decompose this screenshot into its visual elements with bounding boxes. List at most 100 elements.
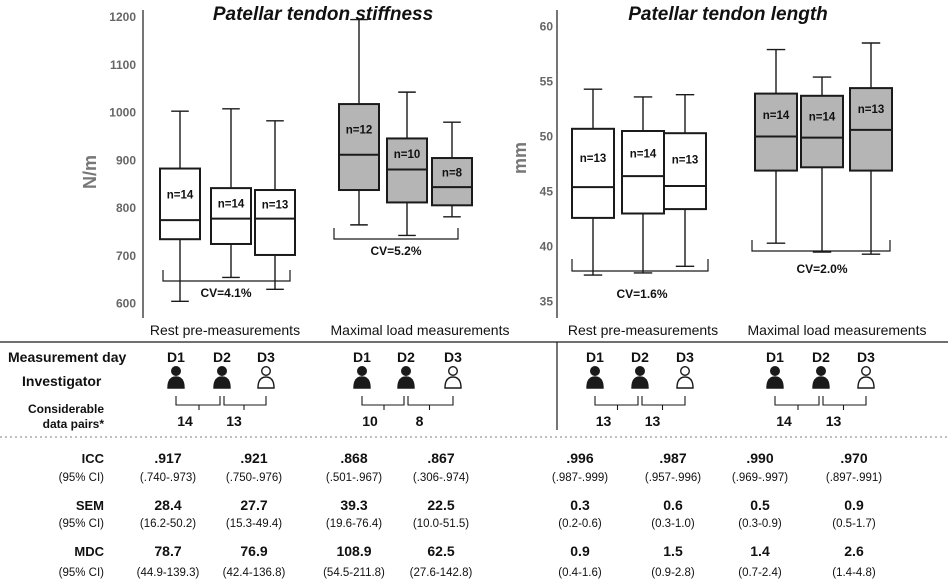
icc-ci-value: (.750-.976) bbox=[226, 472, 282, 484]
mdc-label: MDC bbox=[74, 544, 104, 559]
icc-value: .867 bbox=[427, 450, 454, 466]
person-head bbox=[261, 366, 272, 377]
icc-ci-value: (.969-.997) bbox=[732, 472, 788, 484]
sem-value: 27.7 bbox=[240, 497, 267, 513]
person-body bbox=[631, 376, 649, 389]
box-n-label: n=13 bbox=[580, 153, 607, 165]
mdc-ci-value: (0.7-2.4) bbox=[738, 567, 782, 579]
box-iqr bbox=[800, 94, 844, 169]
person-body bbox=[586, 376, 604, 389]
day-label: D1 bbox=[167, 349, 185, 365]
person-body bbox=[353, 376, 371, 389]
pairs-value: 14 bbox=[177, 413, 193, 429]
measurement-day-label: Measurement day bbox=[8, 349, 126, 365]
person-body bbox=[444, 376, 462, 389]
mdc-ci-label: (95% CI) bbox=[59, 567, 105, 579]
icc-ci-value: (.987-.999) bbox=[552, 472, 608, 484]
cv-label-length-max: CV=2.0% bbox=[796, 262, 847, 276]
investigator-filled-icon bbox=[631, 366, 649, 389]
investigator-outline-icon bbox=[257, 366, 275, 389]
person-head bbox=[816, 366, 827, 377]
pair-bracket-d1-d2 bbox=[594, 396, 639, 406]
y-tick-label: 1100 bbox=[110, 58, 136, 72]
cv-bracket-length-max bbox=[751, 240, 891, 252]
sem-value: 0.5 bbox=[750, 497, 770, 513]
person-head bbox=[170, 366, 181, 377]
icc-ci-value: (.957-.996) bbox=[645, 472, 701, 484]
sem-value: 22.5 bbox=[427, 497, 454, 513]
y-tick-label: 1200 bbox=[109, 10, 136, 24]
sem-value: 28.4 bbox=[154, 497, 181, 513]
box-iqr bbox=[338, 103, 380, 192]
sem-ci-value: (0.3-1.0) bbox=[651, 518, 695, 530]
day-label: D2 bbox=[812, 349, 830, 365]
box-n-label: n=13 bbox=[262, 199, 289, 211]
pair-bracket-d1-d2 bbox=[774, 396, 820, 406]
day-label: D3 bbox=[257, 349, 275, 365]
length-boxplot: 35 40 45 50 55 60 n=13 n=14 n=13 n=14 n=14 n=13 bbox=[540, 10, 893, 318]
icc-value: .996 bbox=[566, 450, 593, 466]
sem-ci-value: (0.2-0.6) bbox=[558, 518, 602, 530]
pair-bracket-d2-d3 bbox=[223, 396, 267, 406]
person-body bbox=[766, 376, 784, 389]
pair-bracket-d2-d3 bbox=[641, 396, 686, 406]
box-n-label: n=10 bbox=[394, 149, 421, 161]
y-tick-label: 45 bbox=[540, 185, 554, 199]
length-chart-title: Patellar tendon length bbox=[628, 4, 828, 25]
mdc-ci-value: (44.9-139.3) bbox=[137, 567, 200, 579]
sem-ci-value: (0.5-1.7) bbox=[832, 518, 876, 530]
table-panel: D1 D2 D3 10 8 .868 .867 (.501-.967) (.306-.974) 3… bbox=[323, 349, 472, 579]
pairs-value: 13 bbox=[596, 413, 612, 429]
mdc-value: 2.6 bbox=[844, 543, 864, 559]
day-label: D2 bbox=[213, 349, 231, 365]
length-y-axis-label: mm bbox=[510, 142, 530, 174]
mdc-value: 1.5 bbox=[663, 543, 683, 559]
person-head bbox=[448, 366, 459, 377]
pairs-value: 10 bbox=[362, 413, 378, 429]
y-tick-label: 800 bbox=[116, 201, 136, 215]
sem-ci-value: (16.2-50.2) bbox=[140, 518, 196, 530]
person-body bbox=[213, 376, 231, 389]
icc-ci-value: (.501-.967) bbox=[326, 472, 382, 484]
person-body bbox=[257, 376, 275, 389]
cv-bracket-length-rest bbox=[571, 259, 709, 272]
length-group-label-max: Maximal load measurements bbox=[748, 322, 927, 338]
y-tick-label: 35 bbox=[540, 295, 554, 309]
mdc-value: 108.9 bbox=[336, 543, 371, 559]
icc-value: .987 bbox=[659, 450, 686, 466]
box-n-label: n=14 bbox=[630, 149, 657, 161]
cv-bracket-stiffness-max bbox=[333, 228, 459, 240]
icc-label: ICC bbox=[82, 451, 105, 466]
box-n-label: n=14 bbox=[218, 198, 245, 210]
person-body bbox=[397, 376, 415, 389]
day-label: D1 bbox=[586, 349, 604, 365]
day-label: D3 bbox=[676, 349, 694, 365]
sem-ci-label: (95% CI) bbox=[59, 518, 105, 530]
day-label: D3 bbox=[857, 349, 875, 365]
cv-bracket-stiffness-rest bbox=[162, 270, 291, 282]
stiffness-chart-title: Patellar tendon stiffness bbox=[213, 4, 433, 25]
sem-ci-value: (15.3-49.4) bbox=[226, 518, 282, 530]
stiffness-boxplot: 600 700 800 900 1000 1100 1200 n=14 n=14 n=13 n=12… bbox=[109, 10, 473, 318]
icc-ci-label: (95% CI) bbox=[59, 472, 105, 484]
sem-ci-value: (0.3-0.9) bbox=[738, 518, 782, 530]
box-n-label: n=14 bbox=[809, 112, 836, 124]
box-iqr bbox=[621, 130, 665, 215]
mdc-ci-value: (27.6-142.8) bbox=[410, 567, 473, 579]
person-head bbox=[216, 366, 227, 377]
table-panel: D1 D2 D3 13 13 .996 .987 (.987-.999) (.957-.996)… bbox=[552, 349, 701, 579]
y-tick-label: 900 bbox=[116, 153, 136, 167]
icc-ci-value: (.740-.973) bbox=[140, 472, 196, 484]
sem-value: 0.6 bbox=[663, 497, 683, 513]
box-iqr bbox=[571, 127, 615, 219]
y-tick-label: 50 bbox=[540, 130, 554, 144]
mdc-value: 0.9 bbox=[570, 543, 590, 559]
person-head bbox=[680, 366, 691, 377]
investigator-outline-icon bbox=[857, 366, 875, 389]
mdc-value: 78.7 bbox=[154, 543, 181, 559]
person-head bbox=[590, 366, 601, 377]
box-iqr bbox=[159, 167, 201, 241]
person-body bbox=[812, 376, 830, 389]
investigator-filled-icon bbox=[397, 366, 415, 389]
box-iqr bbox=[663, 132, 707, 211]
